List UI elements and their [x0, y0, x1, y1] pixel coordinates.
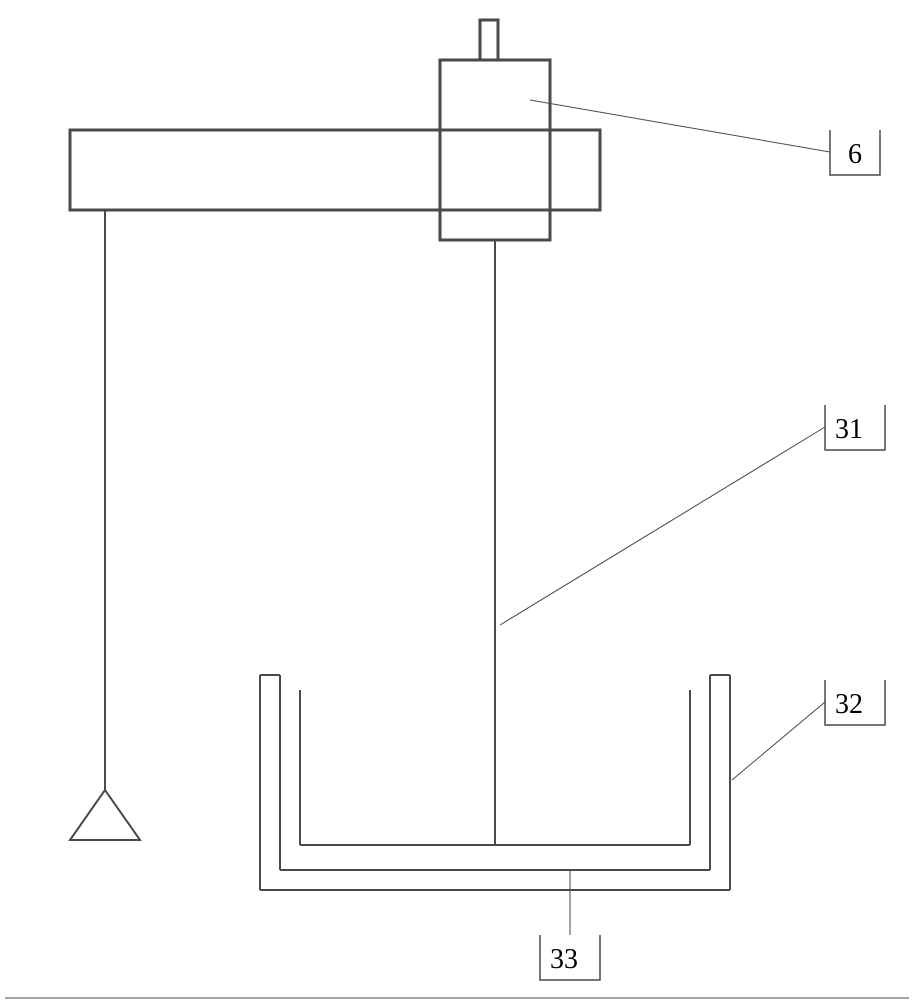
- label-text-32: 32: [835, 689, 863, 720]
- labels-group: 6 31 32 33: [500, 100, 885, 980]
- mechanical-diagram: 6 31 32 33: [0, 0, 914, 1000]
- label-text-33: 33: [550, 944, 578, 975]
- leader-32: [732, 702, 825, 780]
- label-text-31: 31: [835, 414, 863, 445]
- crossbar: [70, 130, 600, 210]
- motor-body: [440, 60, 550, 240]
- motor-shaft-top: [480, 20, 498, 60]
- label-text-6: 6: [848, 139, 862, 170]
- motor-body-overlay: [440, 60, 550, 240]
- stand-base: [70, 790, 140, 840]
- leader-6: [530, 100, 830, 152]
- leader-31: [500, 427, 825, 625]
